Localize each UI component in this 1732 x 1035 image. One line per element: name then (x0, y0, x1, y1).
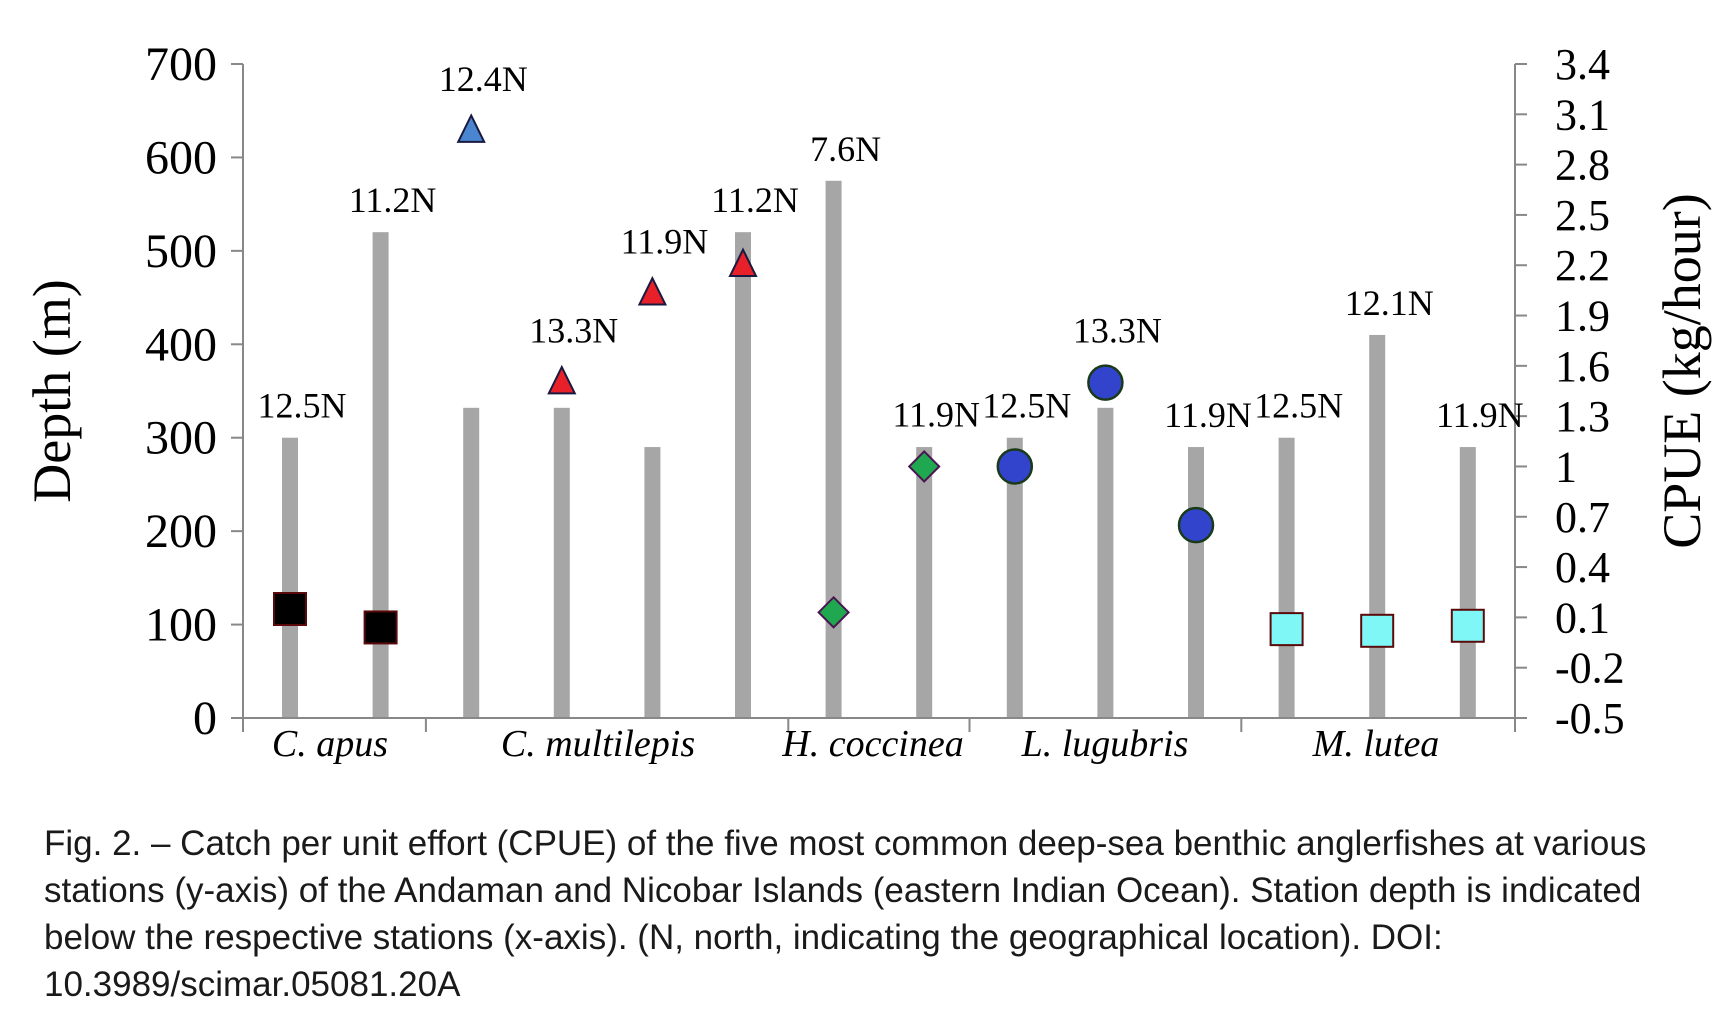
cpue-marker-12 (1269, 612, 1304, 647)
right-tick-label: 0.4 (1555, 543, 1610, 592)
species-label: C. multilepis (501, 723, 695, 765)
cpue-marker-10 (1087, 364, 1124, 401)
right-tick-label: 2.8 (1555, 141, 1610, 190)
station-label: 11.2N (349, 180, 437, 220)
depth-bar-4 (553, 407, 570, 718)
station-label: 12.1N (1345, 283, 1434, 323)
right-axis-title: CPUE (kg/hour) (1652, 193, 1712, 548)
left-tick-label: 500 (145, 225, 217, 278)
station-label: 11.9N (1436, 395, 1524, 435)
depth-bar-2 (372, 232, 389, 718)
cpue-marker-1 (273, 592, 307, 626)
species-label: H. coccinea (781, 723, 963, 765)
station-label: 12.5N (1254, 386, 1343, 426)
left-axis-title: Depth (m) (22, 279, 82, 502)
cpue-marker-14 (1450, 608, 1485, 643)
left-tick-label: 0 (193, 692, 217, 745)
right-tick-label: -0.5 (1555, 694, 1625, 743)
depth-bar-9 (1006, 437, 1023, 718)
right-tick-label: 2.5 (1555, 191, 1610, 240)
depth-bar-11 (1188, 447, 1204, 718)
right-tick-label: 0.1 (1555, 593, 1610, 642)
right-tick-label: 0.7 (1555, 493, 1610, 542)
depth-bar-5 (644, 447, 661, 718)
station-label: 11.9N (1164, 395, 1252, 435)
station-label: 12.5N (258, 386, 347, 426)
depth-bar-13 (1369, 334, 1386, 718)
cpue-marker-8 (907, 450, 941, 483)
depth-bar-3 (463, 407, 480, 718)
cpue-marker-4 (547, 364, 577, 395)
right-tick-label: 1.9 (1555, 292, 1610, 341)
depth-bar-1 (282, 437, 298, 718)
right-tick-label: -0.2 (1555, 644, 1625, 693)
left-tick-label: 300 (145, 412, 217, 465)
cpue-marker-5 (637, 275, 668, 306)
depth-bar-6 (735, 232, 751, 718)
left-tick-label: 200 (145, 505, 217, 558)
cpue-marker-13 (1360, 613, 1395, 648)
station-label: 11.9N (892, 394, 980, 434)
cpue-marker-11 (1177, 506, 1215, 544)
species-label: L. lugubris (1021, 723, 1189, 765)
station-label: 12.5N (982, 386, 1071, 426)
station-label: 13.3N (529, 311, 618, 351)
depth-bar-7 (825, 180, 842, 719)
figure-caption: Fig. 2. – Catch per unit effort (CPUE) o… (44, 824, 1647, 1004)
cpue-marker-9 (996, 448, 1034, 485)
depth-bar-10 (1097, 407, 1114, 718)
depth-bar-14 (1459, 447, 1476, 718)
cpue-marker-6 (728, 247, 758, 278)
station-label: 12.4N (439, 59, 528, 99)
right-tick-label: 1.3 (1555, 392, 1610, 441)
station-label: 13.3N (1073, 311, 1162, 351)
left-tick-label: 700 (145, 38, 217, 91)
station-label: 11.2N (711, 180, 799, 220)
right-tick-label: 3.1 (1555, 90, 1610, 139)
cpue-marker-2 (363, 610, 398, 645)
right-tick-label: 1.6 (1555, 342, 1610, 391)
cpue-marker-7 (817, 595, 851, 629)
species-label: C. apus (272, 723, 388, 765)
depth-cpue-chart: 0100200300400500600700-0.5-0.20.10.40.71… (22, 38, 1712, 765)
species-label: M. lutea (1312, 723, 1440, 765)
chart-area: 0 100 200 300 400 500 600 700 -0.5 -0.2 0.1 0.4 0.7 1… (22, 38, 1712, 765)
right-tick-label: 3.4 (1555, 40, 1610, 89)
depth-bar-8 (916, 447, 933, 718)
right-tick-label: 1 (1555, 442, 1577, 491)
station-label: 7.6N (810, 129, 881, 169)
left-tick-label: 100 (145, 599, 217, 652)
depth-bar-12 (1278, 437, 1295, 718)
left-tick-label: 600 (145, 131, 217, 184)
left-tick-label: 400 (145, 318, 217, 371)
right-tick-label: 2.2 (1555, 241, 1610, 290)
station-label: 11.9N (621, 222, 709, 262)
cpue-marker-3 (456, 113, 486, 143)
